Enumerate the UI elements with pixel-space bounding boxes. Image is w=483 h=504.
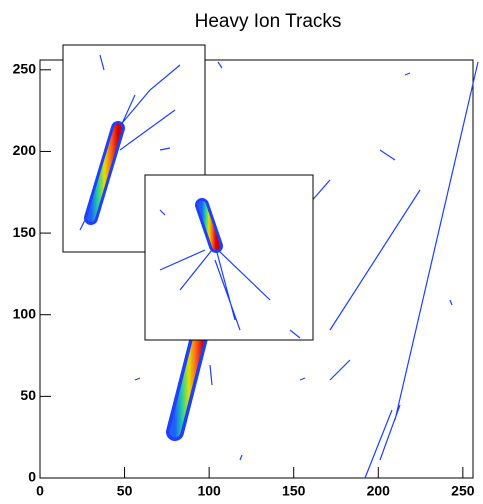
inset-faint-tracks [159, 209, 301, 339]
y-tick-label: 50 [20, 387, 36, 403]
x-tick-label: 200 [367, 483, 391, 499]
inset-track [198, 201, 220, 250]
inset-track [87, 124, 122, 222]
y-tick-label: 0 [28, 469, 36, 485]
x-tick-label: 50 [117, 483, 133, 499]
y-tick-label: 200 [13, 142, 37, 158]
x-tick-label: 150 [282, 483, 306, 499]
inset-2 [144, 174, 314, 341]
x-tick-label: 100 [197, 483, 221, 499]
x-tick-label: 0 [36, 483, 44, 499]
inset-frame [144, 174, 314, 341]
y-tick-label: 150 [13, 224, 37, 240]
y-tick-label: 250 [13, 61, 37, 77]
x-tick-label: 250 [451, 483, 475, 499]
y-tick-label: 100 [13, 305, 37, 321]
chart-title: Heavy Ion Tracks [195, 11, 342, 32]
plot-frame [39, 59, 474, 479]
